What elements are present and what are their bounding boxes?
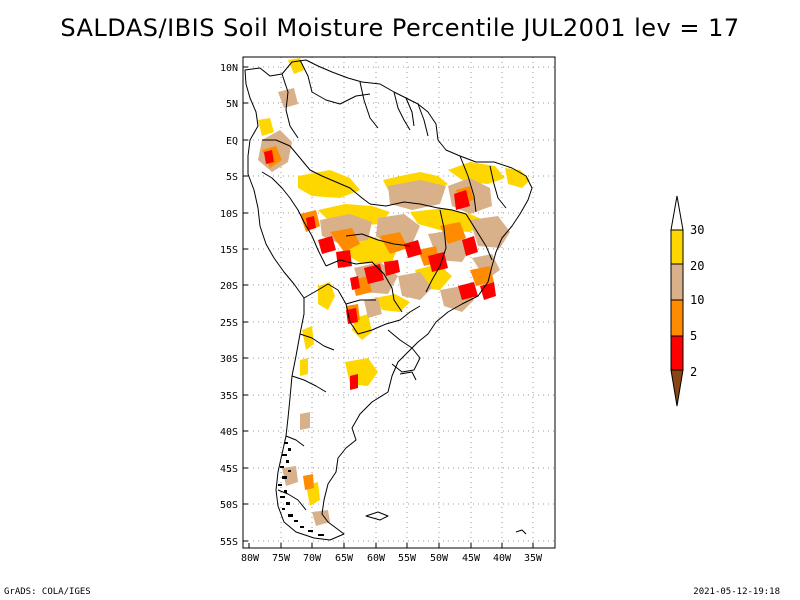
lon-tick-label: 35W [524,553,543,564]
country-borders [244,59,533,541]
lat-tick-label: 55S [220,537,238,548]
lat-tick-label: 50S [220,500,238,511]
lon-axis [248,543,534,548]
legend-label: 30 [690,223,704,237]
lon-tick-label: 80W [241,553,260,564]
footer-credit: GrADS: COLA/IGES [4,587,91,597]
legend-swatch-20-30 [670,229,684,265]
lat-tick-label: 35S [220,391,238,402]
lat-axis [243,66,248,542]
legend-label: 5 [690,329,697,343]
lat-tick-label: 20S [220,281,238,292]
lat-tick-label: 40S [220,427,238,438]
lat-tick-label: 5N [226,99,238,110]
lon-tick-label: 75W [272,553,291,564]
percentile-shading [258,58,530,526]
map-frame [242,56,556,549]
legend-label: 10 [690,293,704,307]
lon-tick-label: 70W [303,553,322,564]
lat-tick-label: 10S [220,209,238,220]
lat-tick-label: 45S [220,464,238,475]
lon-tick-label: 60W [367,553,386,564]
lon-tick-label: 45W [462,553,481,564]
lat-tick-label: 30S [220,354,238,365]
lat-tick-label: EQ [226,136,238,147]
map-title: SALDAS/IBIS Soil Moisture Percentile JUL… [60,14,740,42]
legend-swatch-5-10 [670,299,684,337]
legend-label: 20 [690,259,704,273]
lon-tick-label: 55W [398,553,417,564]
legend-swatch-2-5 [670,335,684,371]
fjord-coastline [278,442,324,536]
lon-tick-label: 40W [493,553,512,564]
footer-timestamp: 2021-05-12-19:18 [693,587,780,597]
lat-tick-label: 15S [220,245,238,256]
lat-tick-label: 5S [226,172,238,183]
color-legend [670,195,684,407]
lat-tick-label: 25S [220,318,238,329]
lon-tick-label: 50W [430,553,449,564]
legend-bottom-triangle [670,369,684,407]
lon-tick-label: 65W [335,553,354,564]
legend-top-triangle [670,195,684,231]
lat-tick-label: 10N [220,63,238,74]
legend-label: 2 [690,365,697,379]
legend-swatch-10-20 [670,263,684,301]
